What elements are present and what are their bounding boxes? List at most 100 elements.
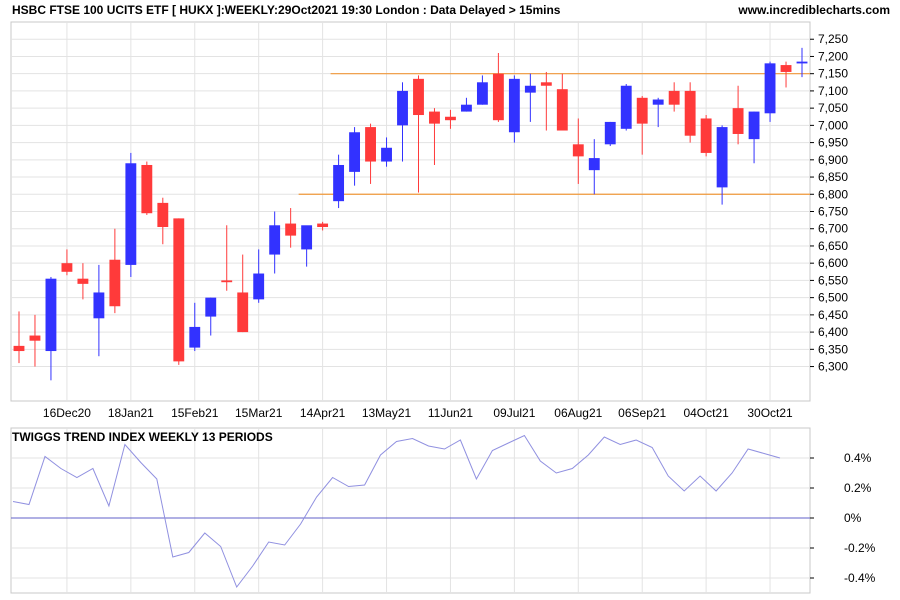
indicator-panel: -0.4% -0.2% 0% 0.2% 0.4% — [10, 427, 876, 594]
candle-body — [13, 345, 25, 352]
candle-body — [524, 85, 536, 93]
candle — [221, 225, 233, 291]
price-tick-label: 7,250 — [818, 32, 848, 46]
candle — [604, 121, 616, 147]
candle — [365, 123, 376, 184]
indicator-tick-label: 0% — [844, 511, 862, 525]
candle — [556, 73, 568, 131]
candle-body — [476, 82, 488, 105]
candle-body — [492, 73, 504, 121]
candle — [285, 208, 297, 248]
candle-body — [636, 97, 648, 124]
candle — [620, 84, 632, 131]
price-tick-label: 6,550 — [818, 273, 848, 287]
indicator-y-axis: -0.4% -0.2% 0% 0.2% 0.4% — [810, 451, 876, 585]
candle — [796, 47, 808, 78]
date-tick-label: 06Aug21 — [554, 406, 602, 420]
candle-body — [540, 82, 552, 86]
price-tick-label: 7,100 — [818, 84, 848, 98]
candle — [429, 108, 440, 165]
candle-body — [157, 202, 169, 228]
price-tick-label: 6,850 — [818, 170, 848, 184]
candle-body — [77, 278, 89, 284]
candle — [317, 221, 329, 231]
chart-title: HSBC FTSE 100 UCITS ETF [ HUKX ]:WEEKLY:… — [12, 3, 561, 17]
candle-body — [61, 263, 73, 272]
date-tick-label: 15Mar21 — [235, 406, 283, 420]
site-watermark[interactable]: www.incrediblecharts.com — [737, 3, 890, 17]
candle — [157, 197, 169, 245]
date-x-axis: 16Dec20 18Jan21 15Feb21 15Mar21 14Apr21 13May… — [43, 406, 793, 420]
candle — [125, 152, 137, 277]
candle-body — [45, 278, 57, 352]
date-tick-label: 04Oct21 — [683, 406, 729, 420]
candle-body — [221, 280, 233, 283]
candle-body — [333, 164, 345, 202]
candle — [668, 82, 680, 112]
candle-body — [700, 118, 712, 153]
candle — [333, 154, 345, 209]
candle-body — [780, 65, 792, 72]
price-tick-label: 6,350 — [818, 342, 848, 356]
candle-body — [365, 127, 376, 162]
candle-body — [572, 144, 584, 157]
candle-body — [237, 292, 249, 333]
indicator-plot-area — [10, 427, 811, 594]
candle — [397, 82, 408, 162]
candle-body — [764, 63, 776, 114]
price-tick-label: 6,700 — [818, 222, 848, 236]
date-tick-label: 11Jun21 — [428, 406, 473, 420]
candle — [732, 85, 744, 145]
candle-body — [445, 116, 456, 121]
price-tick-label: 6,500 — [818, 291, 848, 305]
candle — [61, 249, 73, 276]
indicator-gridlines — [11, 428, 810, 593]
date-tick-label: 16Dec20 — [43, 406, 91, 420]
candle — [301, 225, 313, 267]
candle-body — [189, 326, 201, 348]
indicator-tick-label: -0.2% — [844, 541, 876, 555]
candle — [700, 115, 712, 157]
indicator-title: TWIGGS TREND INDEX WEEKLY 13 PERIODS — [12, 430, 273, 444]
price-tick-label: 6,400 — [818, 325, 848, 339]
price-tick-label: 6,450 — [818, 308, 848, 322]
candle — [684, 82, 696, 143]
candle — [269, 211, 281, 274]
candle — [77, 263, 89, 300]
candle — [93, 264, 105, 357]
candle — [381, 137, 392, 167]
candle — [109, 228, 121, 314]
candle-body — [397, 90, 408, 126]
price-panel: 6,300 6,350 6,400 6,450 6,500 6,550 6,600 6,650… — [10, 21, 848, 420]
candle-body — [125, 163, 137, 265]
candle — [205, 297, 217, 336]
candle — [508, 75, 520, 143]
indicator-tick-label: -0.4% — [844, 571, 876, 585]
candle — [413, 75, 424, 193]
candle-body — [716, 127, 728, 188]
twiggs-trend-series — [12, 434, 781, 589]
candle-body — [620, 85, 632, 129]
candle — [492, 53, 504, 122]
price-tick-label: 7,200 — [818, 49, 848, 63]
candle — [173, 218, 185, 365]
price-tick-label: 6,800 — [818, 187, 848, 201]
candle-body — [29, 335, 41, 341]
candle-body — [748, 111, 760, 140]
candle — [540, 71, 552, 131]
price-tick-label: 6,300 — [818, 360, 848, 374]
price-tick-label: 6,600 — [818, 256, 848, 270]
candle — [652, 97, 664, 128]
candle-body — [588, 158, 600, 171]
support-resistance-lines — [298, 73, 810, 195]
twiggs-trend-line — [12, 434, 781, 589]
candle-body — [684, 90, 696, 136]
candle — [189, 302, 201, 352]
candle-body — [349, 132, 361, 172]
candle-body — [460, 104, 472, 112]
candle — [45, 276, 57, 381]
candle-body — [556, 89, 568, 131]
candle-body — [205, 297, 217, 317]
indicator-tick-label: 0.2% — [844, 481, 872, 495]
candle-body — [413, 78, 424, 116]
